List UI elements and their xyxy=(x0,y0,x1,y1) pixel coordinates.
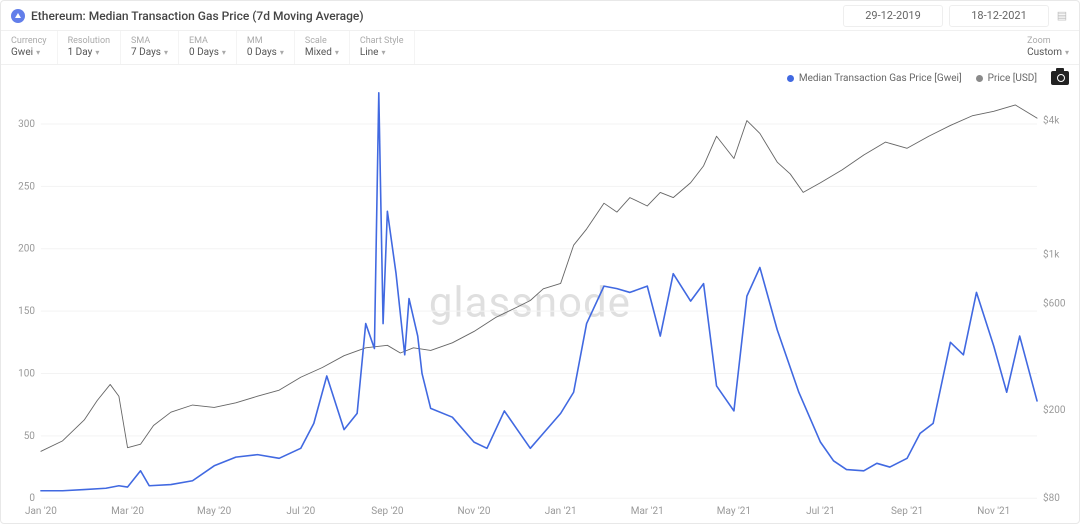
legend-item-price[interactable]: Price [USD] xyxy=(976,73,1037,84)
svg-text:0: 0 xyxy=(29,493,35,504)
chevron-down-icon: ▾ xyxy=(1065,48,1069,58)
scale-select[interactable]: Scale Mixed▾ xyxy=(295,31,350,64)
chart-svg: 0 50 100 150 200 250 300 $80 $200 $600 $1k $4k Jan '… xyxy=(1,91,1079,524)
svg-text:Mar '20: Mar '20 xyxy=(111,506,144,517)
chevron-down-icon: ▾ xyxy=(335,48,339,58)
legend: Median Transaction Gas Price [Gwei] Pric… xyxy=(1,65,1079,91)
svg-text:50: 50 xyxy=(24,431,36,442)
svg-text:Jul '21: Jul '21 xyxy=(806,506,835,517)
svg-text:$600: $600 xyxy=(1043,299,1066,310)
date-to-input[interactable]: 18-12-2021 xyxy=(949,5,1049,27)
chart[interactable]: glassnode 050100150200250300$80$200$600$… xyxy=(1,91,1079,523)
svg-text:Jan '20: Jan '20 xyxy=(25,506,57,517)
legend-dot xyxy=(787,75,794,82)
svg-text:250: 250 xyxy=(18,181,35,192)
legend-dot xyxy=(976,75,983,82)
svg-text:150: 150 xyxy=(18,306,35,317)
chart-style-select[interactable]: Chart Style Line▾ xyxy=(350,31,415,64)
ema-select[interactable]: EMA 0 Days▾ xyxy=(179,31,237,64)
chevron-down-icon: ▾ xyxy=(382,48,386,58)
resolution-select[interactable]: Resolution 1 Day▾ xyxy=(58,31,121,64)
svg-text:$80: $80 xyxy=(1043,493,1060,504)
camera-icon[interactable] xyxy=(1051,71,1069,85)
svg-text:Sep '21: Sep '21 xyxy=(891,506,923,517)
chevron-down-icon: ▾ xyxy=(280,48,284,58)
date-from-input[interactable]: 29-12-2019 xyxy=(843,5,943,27)
svg-text:Nov '20: Nov '20 xyxy=(458,506,491,517)
svg-text:300: 300 xyxy=(18,119,35,130)
mm-select[interactable]: MM 0 Days▾ xyxy=(237,31,295,64)
chevron-down-icon: ▾ xyxy=(36,48,40,58)
ethereum-icon xyxy=(11,9,25,23)
svg-text:Mar '21: Mar '21 xyxy=(631,506,664,517)
toolbar: Currency Gwei▾ Resolution 1 Day▾ SMA 7 D… xyxy=(1,31,1079,65)
chart-title: Ethereum: Median Transaction Gas Price (… xyxy=(31,9,364,23)
svg-text:$4k: $4k xyxy=(1043,116,1060,127)
title-bar: Ethereum: Median Transaction Gas Price (… xyxy=(1,1,1079,31)
zoom-select[interactable]: Zoom Custom▾ xyxy=(1017,31,1079,64)
calendar-icon[interactable]: ▤ xyxy=(1055,9,1069,23)
chevron-down-icon: ▾ xyxy=(164,48,168,58)
svg-text:$1k: $1k xyxy=(1043,249,1060,260)
svg-text:200: 200 xyxy=(18,244,35,255)
chevron-down-icon: ▾ xyxy=(222,48,226,58)
svg-text:Jan '21: Jan '21 xyxy=(545,506,577,517)
chevron-down-icon: ▾ xyxy=(95,48,99,58)
legend-item-gas[interactable]: Median Transaction Gas Price [Gwei] xyxy=(787,73,962,84)
svg-text:Jul '20: Jul '20 xyxy=(286,506,315,517)
svg-text:100: 100 xyxy=(18,368,35,379)
currency-select[interactable]: Currency Gwei▾ xyxy=(1,31,58,64)
svg-text:May '21: May '21 xyxy=(717,506,751,517)
sma-select[interactable]: SMA 7 Days▾ xyxy=(121,31,179,64)
svg-text:May '20: May '20 xyxy=(197,506,232,517)
svg-text:$200: $200 xyxy=(1043,405,1066,416)
svg-text:Nov '21: Nov '21 xyxy=(977,506,1010,517)
svg-text:Sep '20: Sep '20 xyxy=(371,506,404,517)
